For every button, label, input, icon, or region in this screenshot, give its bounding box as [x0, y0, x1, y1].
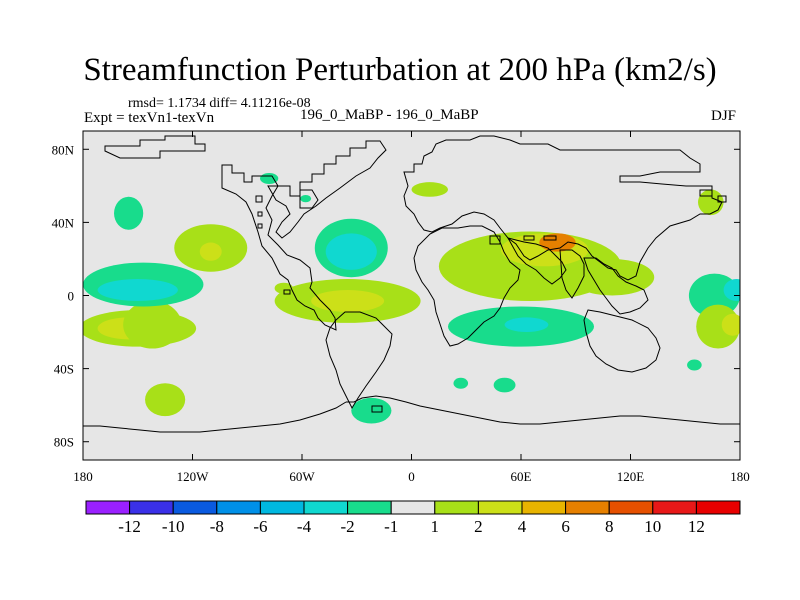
cases-label: 196_0_MaBP - 196_0_MaBP [300, 107, 479, 123]
x-tick-label: 120E [617, 469, 645, 484]
colorbar-swatch [652, 500, 697, 515]
colorbar-label: -2 [341, 517, 355, 536]
colorbar-swatch [695, 500, 741, 515]
coastlines [83, 135, 740, 433]
anomaly-pos-d-west [274, 282, 293, 294]
chart-title: Streamfunction Perturbation at 200 hPa (… [83, 52, 717, 88]
x-tick-label: 180 [73, 469, 93, 484]
colorbar-swatch [259, 500, 305, 515]
colorbar-swatch [303, 500, 349, 515]
coastline-antarctica [83, 395, 740, 433]
x-tick-label: 60E [511, 469, 532, 484]
colorbar-swatch [216, 500, 261, 515]
coastline-eurasia [403, 135, 723, 281]
x-tick-label: 180 [730, 469, 750, 484]
anomaly-neg-a-core [97, 279, 178, 301]
anomaly-neg-d [300, 194, 312, 203]
y-tick-label: 40N [52, 215, 75, 230]
coastline-south-america [283, 289, 393, 410]
anomaly-pos-f-core2 [539, 233, 576, 252]
y-tick-label: 80S [54, 435, 74, 450]
anomaly-pos-f-east [570, 258, 655, 296]
y-tick-label: 40S [54, 362, 74, 377]
x-tick-label: 120W [177, 469, 210, 484]
colorbar-label: -8 [210, 517, 224, 536]
coastline-arctic-islands [255, 140, 387, 239]
coastline-africa [413, 225, 521, 347]
coastline-north-america [104, 135, 337, 331]
x-tick-label: 60W [289, 469, 315, 484]
anomaly-neg-g-core [504, 317, 549, 333]
colorbar-label: 1 [431, 517, 440, 536]
colorbar-label: -1 [384, 517, 398, 536]
anomaly-pos-g-core [721, 313, 740, 336]
colorbar-swatch [608, 500, 654, 515]
colorbar-label: -6 [253, 517, 267, 536]
colorbar: -12 -10 -8 -6 -4 -2 -1 1 2 4 6 8 10 12 [85, 500, 741, 536]
anomaly-neg-i [493, 377, 516, 393]
stats-label: rmsd= 1.1734 diff= 4.11216e-08 [128, 96, 311, 111]
coastline-arabia-india [507, 237, 585, 299]
colorbar-swatch [85, 500, 131, 515]
anomaly-neg-b [114, 196, 144, 230]
anomaly-neg-h [453, 377, 469, 389]
map-axes: 180 120W 60W 0 60E 120E 180 80N 40N 0 40S 80S [52, 131, 750, 484]
colorbar-label: 4 [518, 517, 527, 536]
anomaly-neg-f [351, 397, 392, 424]
colorbar-swatch [347, 500, 392, 515]
coastline-southeast-asia [489, 235, 649, 315]
anomaly-neg-k [687, 359, 702, 371]
x-tick-label: 0 [408, 469, 415, 484]
anomaly-pos-b-core [199, 242, 222, 261]
anomaly-neg-e-core [325, 233, 377, 270]
colorbar-label: -10 [162, 517, 185, 536]
y-tick-label: 0 [68, 289, 75, 304]
colorbar-swatch [521, 500, 567, 515]
colorbar-label: 6 [561, 517, 570, 536]
anomaly-pos-a-east [123, 300, 182, 349]
anomaly-pos-c [145, 383, 186, 417]
colorbar-swatch [565, 500, 610, 515]
season-label: DJF [711, 108, 737, 124]
coastline-islands [257, 189, 727, 229]
colorbar-label: 10 [644, 517, 661, 536]
anomaly-neg-j-core [723, 279, 740, 301]
colorbar-label: -12 [118, 517, 141, 536]
colorbar-label: 8 [605, 517, 614, 536]
colorbar-swatch [172, 500, 218, 515]
anomaly-pos-d-core [311, 290, 385, 312]
colorbar-swatch [434, 500, 479, 515]
colorbar-label: -4 [297, 517, 312, 536]
y-tick-label: 80N [52, 142, 75, 157]
colorbar-swatch [129, 500, 174, 515]
colorbar-label: 2 [474, 517, 483, 536]
colorbar-swatch [390, 500, 436, 515]
colorbar-swatch [477, 500, 523, 515]
anomaly-pos-e [411, 182, 448, 197]
colorbar-label: 12 [688, 517, 705, 536]
experiment-label: Expt = texVn1-texVn [84, 110, 215, 126]
coastline-australia [583, 309, 661, 373]
